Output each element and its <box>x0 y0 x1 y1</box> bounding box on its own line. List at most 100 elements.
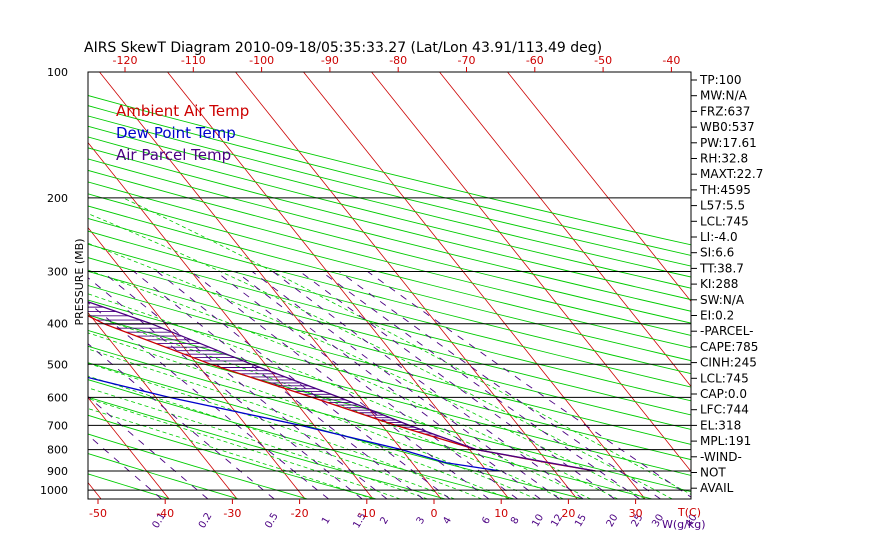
top-axis-tick-label: -120 <box>113 54 138 67</box>
isotherm-line <box>167 72 510 499</box>
dry-adiabat-line <box>88 169 691 324</box>
legend-dew-point-temp: Dew Point Temp <box>116 124 236 142</box>
dry-adiabat-line <box>88 125 691 278</box>
moist-adiabat-line <box>123 197 691 495</box>
stability-index: PW:17.61 <box>700 136 757 150</box>
dry-adiabat-line <box>88 453 239 499</box>
mixing-ratio-label: 0.2 <box>197 511 214 530</box>
mixing-ratio-line <box>88 277 363 499</box>
dry-adiabat-line <box>88 95 691 246</box>
stability-index: TT:38.7 <box>699 261 744 275</box>
top-axis-tick-label: -70 <box>458 54 476 67</box>
isotherm-line <box>235 72 578 499</box>
dry-adiabat-line <box>88 396 446 499</box>
stability-index: MAXT:22.7 <box>700 167 763 181</box>
stability-index: AVAIL <box>700 481 734 495</box>
isotherm-line <box>88 226 306 499</box>
moist-adiabat-line <box>88 269 619 499</box>
stability-index: SW:N/A <box>700 293 745 307</box>
pressure-tick-label: 800 <box>47 444 68 457</box>
stability-index: LFC:744 <box>700 403 749 417</box>
dry-adiabat-line <box>88 115 691 267</box>
top-axis-tick-label: -50 <box>594 54 612 67</box>
plot-frame <box>87 71 692 500</box>
bottom-axis-tick-label: 10 <box>494 507 508 520</box>
isotherm-line <box>439 72 691 388</box>
y-axis-label: PRESSURE (MB) <box>73 239 86 326</box>
bottom-axis-tick-label: -10 <box>358 507 376 520</box>
dry-adiabat-line <box>88 270 691 430</box>
dry-adiabat-line <box>88 257 691 416</box>
pressure-tick-label: 300 <box>47 266 68 279</box>
legend: Ambient Air Temp Dew Point Temp Air Parc… <box>116 102 249 164</box>
stability-index: SI:6.6 <box>700 246 734 260</box>
bottom-axis-tick-label: -40 <box>156 507 174 520</box>
top-axis-tick-label: -80 <box>389 54 407 67</box>
legend-air-parcel-temp: Air Parcel Temp <box>116 146 231 164</box>
dry-adiabat-line <box>88 299 691 461</box>
stability-index: FRZ:637 <box>700 104 750 118</box>
stability-index: NOT <box>700 466 726 480</box>
mixing-ratio-label: 3 <box>415 515 428 526</box>
stability-index: LI:-4.0 <box>700 230 738 244</box>
moist-adiabat-line <box>88 362 483 499</box>
pressure-tick-label: 500 <box>47 358 68 371</box>
isotherm-line <box>88 396 170 499</box>
mixing-ratio-line <box>133 271 424 499</box>
stability-index: LCL:745 <box>700 214 749 228</box>
dry-adiabat-line <box>88 433 308 499</box>
dry-adiabat-line <box>88 345 653 499</box>
moist-adiabat-line <box>88 348 510 499</box>
bottom-axis-tick-label: -30 <box>223 507 241 520</box>
dry-adiabat-line <box>88 193 691 349</box>
pressure-tick-label: 600 <box>47 391 68 404</box>
dry-adiabat-line <box>88 243 691 402</box>
stability-index: EL:318 <box>700 418 741 432</box>
top-axis-tick-label: -90 <box>321 54 339 67</box>
mixing-ratio-label: 15 <box>573 512 589 529</box>
top-axis-tick-label: -40 <box>662 54 680 67</box>
mixing-ratio-label: 2 <box>378 515 391 526</box>
dry-adiabat-line <box>88 136 691 289</box>
pressure-tick-label: 100 <box>47 66 68 79</box>
top-axis-tick-label: -60 <box>526 54 544 67</box>
dry-adiabat-line <box>88 329 691 493</box>
dry-adiabat-line <box>88 362 584 499</box>
moist-adiabat-line <box>88 375 455 499</box>
mixing-ratio-unit-label: W(g/kg) <box>662 518 706 531</box>
mixing-ratio-line <box>299 271 616 499</box>
series-air-parcel-temp <box>88 301 596 472</box>
mixing-ratio-label: 10 <box>530 512 546 529</box>
moist-adiabat-line <box>88 387 428 499</box>
isotherm-line <box>371 72 691 473</box>
bottom-axis-tick-label: 30 <box>629 507 643 520</box>
mixing-ratio-label: 1 <box>320 515 333 526</box>
cape-hatch <box>88 302 440 437</box>
moist-adiabat-line <box>88 332 537 499</box>
stability-index: -PARCEL- <box>700 324 754 338</box>
top-axis-tick-label: -110 <box>181 54 206 67</box>
stability-index: WB0:537 <box>700 120 755 134</box>
dry-adiabat-line <box>88 314 691 476</box>
mixing-ratio-line <box>88 343 275 499</box>
stability-index: CAPE:785 <box>700 340 758 354</box>
dry-adiabat-line <box>88 158 691 312</box>
stability-index: KI:288 <box>700 277 738 291</box>
mixing-ratio-line <box>88 301 329 499</box>
moist-adiabat-line <box>88 408 374 499</box>
stability-index: RH:32.8 <box>700 152 748 166</box>
mixing-ratio-line <box>156 271 451 499</box>
mixing-ratio-label: 20 <box>605 512 621 529</box>
dry-adiabat-line <box>88 105 691 256</box>
pressure-tick-label: 700 <box>47 419 68 432</box>
stability-index: LCL:745 <box>700 371 749 385</box>
mixing-ratio-line <box>367 271 691 498</box>
dry-adiabat-line <box>88 181 691 336</box>
stability-index: MPL:191 <box>700 434 751 448</box>
isotherm-line <box>99 72 442 499</box>
moist-adiabat-line <box>88 242 646 499</box>
stability-index: -WIND- <box>700 450 742 464</box>
stability-index: TH:4595 <box>699 183 751 197</box>
stability-index: TP:100 <box>699 73 742 87</box>
